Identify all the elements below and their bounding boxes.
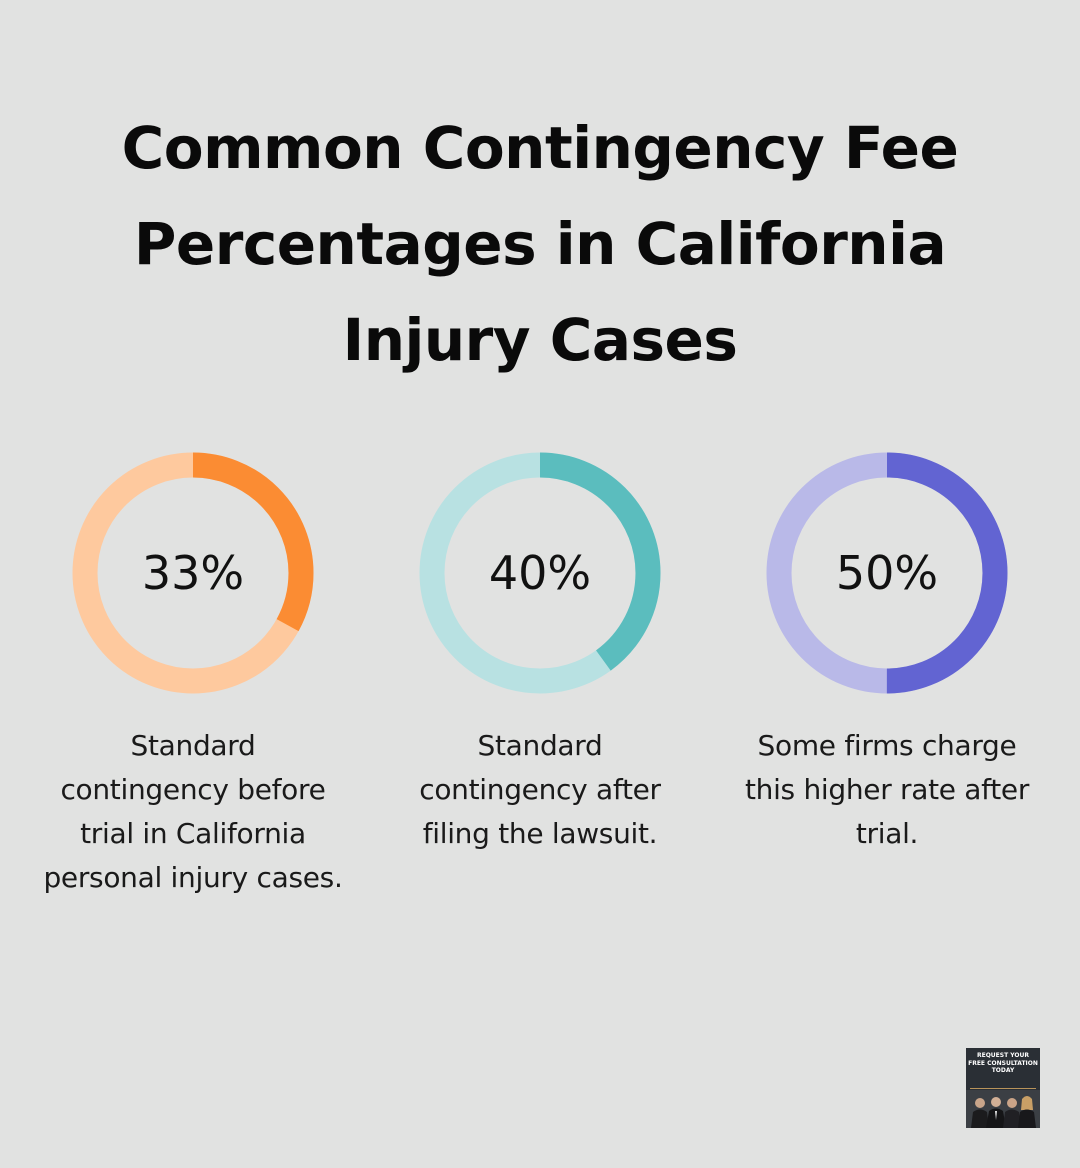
donut-value-arc-2 <box>419 452 661 694</box>
stat-description-1: Standard contingency before trial in Cal… <box>43 729 343 894</box>
donut-chart-1: 33% <box>72 452 314 694</box>
donut-value-label-1: 33% <box>142 546 244 600</box>
stat-card-2: 40% Standard contingency after filing th… <box>380 450 700 856</box>
donut-value-label-2: 40% <box>489 546 591 600</box>
donut-value-arc-3 <box>766 452 1008 694</box>
attorneys-photo-icon <box>966 1090 1040 1128</box>
cta-label: REQUEST YOUR FREE CONSULTATION TODAY <box>968 1052 1038 1074</box>
donut-value-arc-1 <box>72 452 314 694</box>
request-consultation-button[interactable]: REQUEST YOUR FREE CONSULTATION TODAY <box>966 1048 1040 1128</box>
donut-value-label-3: 50% <box>836 546 938 600</box>
stat-description-2: Standard contingency after filing the la… <box>419 729 661 850</box>
stat-card-3: 50% Some firms charge this higher rate a… <box>727 450 1047 856</box>
stat-description-3: Some firms charge this higher rate after… <box>744 729 1030 850</box>
cta-divider <box>970 1088 1036 1089</box>
donut-chart-3: 50% <box>766 452 1008 694</box>
stat-card-1: 33% Standard contingency before trial in… <box>33 450 353 900</box>
donut-chart-2: 40% <box>419 452 661 694</box>
chart-title: Common Contingency Fee Percentages in Ca… <box>121 114 959 374</box>
